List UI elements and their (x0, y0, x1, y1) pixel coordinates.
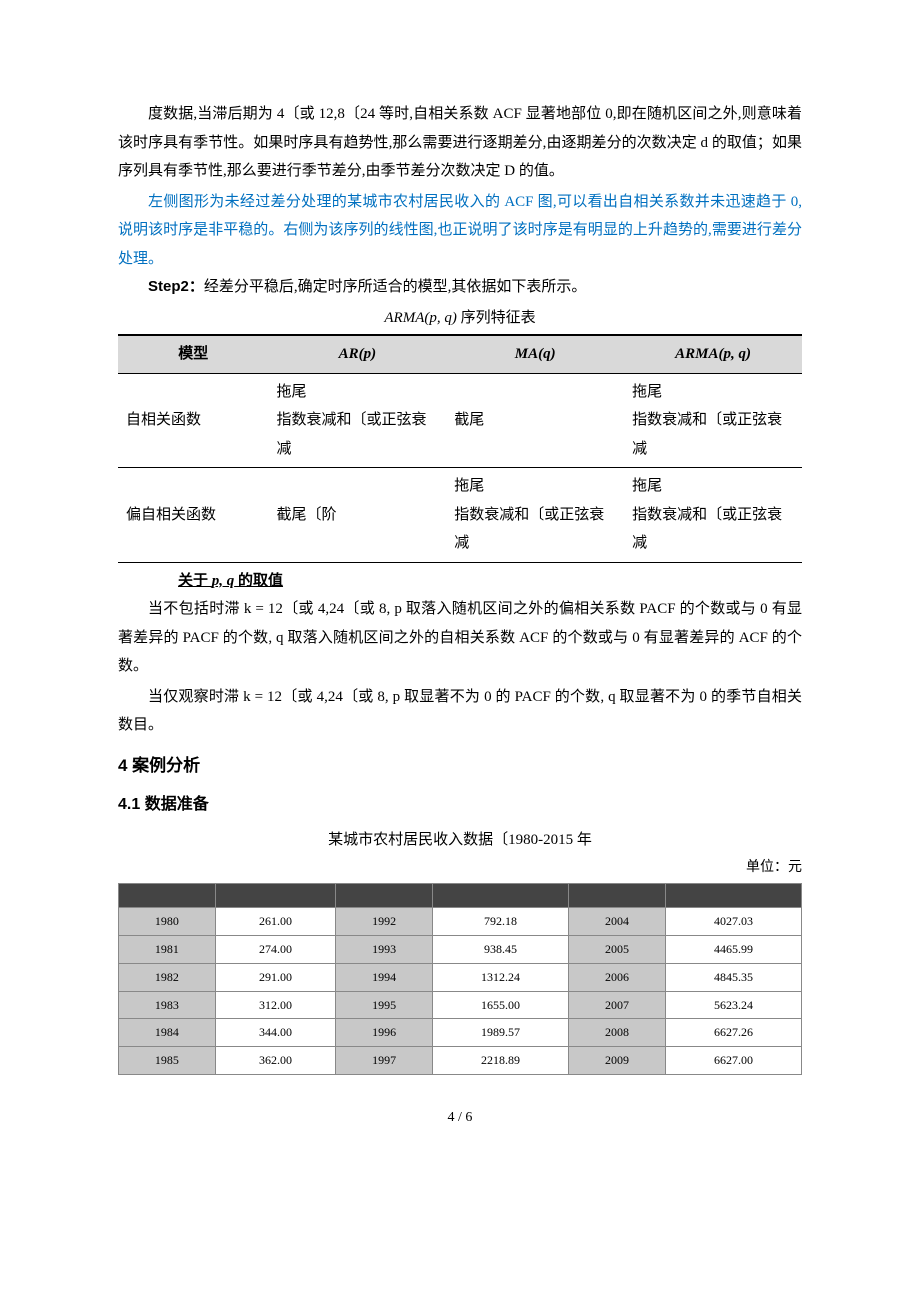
value-cell: 274.00 (215, 936, 335, 964)
step2-text: 经差分平稳后,确定时序所适合的模型,其依据如下表所示。 (204, 279, 587, 295)
table-row: 自相关函数 拖尾 指数衰减和〔或正弦衰减 截尾 拖尾 指数衰减和〔或正弦衰减 (118, 373, 802, 468)
value-cell: 938.45 (433, 936, 569, 964)
cell-arma: 拖尾 指数衰减和〔或正弦衰减 (624, 468, 802, 563)
value-cell: 312.00 (215, 991, 335, 1019)
data-row: 1982291.0019941312.2420064845.35 (119, 963, 802, 991)
row-label: 自相关函数 (118, 373, 268, 468)
blank-header (215, 884, 335, 908)
step2-label: Step2： (148, 278, 204, 295)
page-footer: 4 / 6 (118, 1105, 802, 1132)
cell-arp: 拖尾 指数衰减和〔或正弦衰减 (268, 373, 446, 468)
table-header-row: 模型 AR(p) MA(q) ARMA(p, q) (118, 335, 802, 373)
year-cell: 1982 (119, 963, 216, 991)
value-cell: 291.00 (215, 963, 335, 991)
value-cell: 344.00 (215, 1019, 335, 1047)
year-cell: 2004 (569, 908, 666, 936)
table-row: 偏自相关函数 截尾〔阶 拖尾 指数衰减和〔或正弦衰减 拖尾 指数衰减和〔或正弦衰… (118, 468, 802, 563)
th-arp: AR(p) (268, 335, 446, 373)
pq-prefix: 关于 (178, 573, 212, 589)
cell-maq: 截尾 (446, 373, 624, 468)
data-row: 1984344.0019961989.5720086627.26 (119, 1019, 802, 1047)
year-cell: 1994 (336, 963, 433, 991)
blank-header (336, 884, 433, 908)
year-cell: 1992 (336, 908, 433, 936)
caption-suffix: 序列特征表 (457, 310, 536, 326)
pq-args: p, q (212, 573, 235, 589)
year-cell: 1980 (119, 908, 216, 936)
caption-args: (p, q) (424, 310, 457, 326)
th-maq: MA(q) (446, 335, 624, 373)
year-cell: 1984 (119, 1019, 216, 1047)
data-tbody: 1980261.001992792.1820044027.031981274.0… (119, 908, 802, 1075)
th-arma: ARMA(p, q) (624, 335, 802, 373)
feature-table-caption: ARMA(p, q) 序列特征表 (118, 304, 802, 333)
value-cell: 261.00 (215, 908, 335, 936)
year-cell: 1993 (336, 936, 433, 964)
value-cell: 362.00 (215, 1047, 335, 1075)
caption-prefix: ARMA (384, 310, 424, 326)
year-cell: 2006 (569, 963, 666, 991)
body-paragraph-blue: 左侧图形为未经过差分处理的某城市农村居民收入的 ACF 图,可以看出自相关系数并… (118, 188, 802, 274)
step2-line: Step2：经差分平稳后,确定时序所适合的模型,其依据如下表所示。 (118, 273, 802, 302)
cell-arma: 拖尾 指数衰减和〔或正弦衰减 (624, 373, 802, 468)
blank-header (665, 884, 801, 908)
year-cell: 1995 (336, 991, 433, 1019)
year-cell: 2007 (569, 991, 666, 1019)
pq-paragraph-1: 当不包括时滞 k = 12〔或 4,24〔或 8, p 取落入随机区间之外的偏相… (118, 595, 802, 681)
year-cell: 1981 (119, 936, 216, 964)
section-4-heading: 4 案例分析 (118, 750, 802, 782)
value-cell: 6627.00 (665, 1047, 801, 1075)
year-cell: 1996 (336, 1019, 433, 1047)
data-row: 1985362.0019972218.8920096627.00 (119, 1047, 802, 1075)
value-cell: 5623.24 (665, 991, 801, 1019)
value-cell: 6627.26 (665, 1019, 801, 1047)
cell-maq: 拖尾 指数衰减和〔或正弦衰减 (446, 468, 624, 563)
year-cell: 2005 (569, 936, 666, 964)
value-cell: 4465.99 (665, 936, 801, 964)
th-model: 模型 (118, 335, 268, 373)
year-cell: 1985 (119, 1047, 216, 1075)
value-cell: 1312.24 (433, 963, 569, 991)
year-cell: 1983 (119, 991, 216, 1019)
feature-table: 模型 AR(p) MA(q) ARMA(p, q) 自相关函数 拖尾 指数衰减和… (118, 334, 802, 563)
unit-label: 单位：元 (118, 855, 802, 882)
cell-arp: 截尾〔阶 (268, 468, 446, 563)
pq-heading: 关于 p, q 的取值 (118, 567, 802, 596)
value-cell: 1989.57 (433, 1019, 569, 1047)
value-cell: 2218.89 (433, 1047, 569, 1075)
row-label: 偏自相关函数 (118, 468, 268, 563)
data-row: 1980261.001992792.1820044027.03 (119, 908, 802, 936)
income-data-table: 1980261.001992792.1820044027.031981274.0… (118, 883, 802, 1075)
pq-paragraph-2: 当仅观察时滞 k = 12〔或 4,24〔或 8, p 取显著不为 0 的 PA… (118, 683, 802, 740)
blank-header (119, 884, 216, 908)
body-paragraph-1: 度数据,当滞后期为 4〔或 12,8〔24 等时,自相关系数 ACF 显著地部位… (118, 100, 802, 186)
data-row: 1983312.0019951655.0020075623.24 (119, 991, 802, 1019)
blank-header (569, 884, 666, 908)
data-table-caption: 某城市农村居民收入数据〔1980-2015 年 (118, 826, 802, 855)
value-cell: 4845.35 (665, 963, 801, 991)
data-row: 1981274.001993938.4520054465.99 (119, 936, 802, 964)
data-header-row (119, 884, 802, 908)
value-cell: 4027.03 (665, 908, 801, 936)
pq-suffix: 的取值 (234, 573, 283, 589)
year-cell: 1997 (336, 1047, 433, 1075)
year-cell: 2008 (569, 1019, 666, 1047)
section-4-1-heading: 4.1 数据准备 (118, 790, 802, 820)
blank-header (433, 884, 569, 908)
value-cell: 792.18 (433, 908, 569, 936)
year-cell: 2009 (569, 1047, 666, 1075)
value-cell: 1655.00 (433, 991, 569, 1019)
